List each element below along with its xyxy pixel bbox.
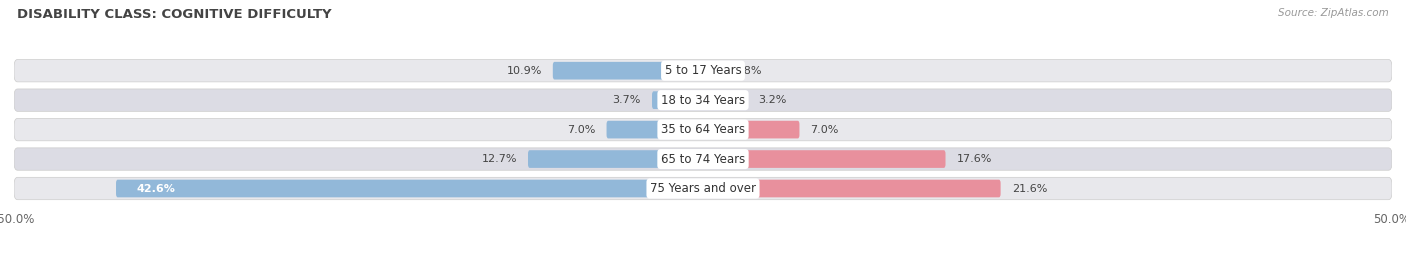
FancyBboxPatch shape — [14, 148, 1392, 170]
FancyBboxPatch shape — [703, 62, 716, 80]
Text: 12.7%: 12.7% — [481, 154, 517, 164]
Text: 18 to 34 Years: 18 to 34 Years — [661, 94, 745, 107]
FancyBboxPatch shape — [529, 150, 703, 168]
Text: 42.6%: 42.6% — [136, 184, 176, 194]
FancyBboxPatch shape — [703, 180, 1001, 197]
FancyBboxPatch shape — [14, 89, 1392, 111]
Text: 0.88%: 0.88% — [725, 66, 762, 76]
Text: 21.6%: 21.6% — [1012, 184, 1047, 194]
FancyBboxPatch shape — [117, 180, 703, 197]
FancyBboxPatch shape — [14, 119, 1392, 141]
Text: 7.0%: 7.0% — [810, 124, 839, 135]
FancyBboxPatch shape — [14, 177, 1392, 200]
FancyBboxPatch shape — [703, 150, 945, 168]
Text: 35 to 64 Years: 35 to 64 Years — [661, 123, 745, 136]
Text: 3.7%: 3.7% — [613, 95, 641, 105]
FancyBboxPatch shape — [14, 59, 1392, 82]
Text: 5 to 17 Years: 5 to 17 Years — [665, 64, 741, 77]
Text: 65 to 74 Years: 65 to 74 Years — [661, 153, 745, 166]
FancyBboxPatch shape — [703, 121, 800, 139]
Text: DISABILITY CLASS: COGNITIVE DIFFICULTY: DISABILITY CLASS: COGNITIVE DIFFICULTY — [17, 8, 332, 21]
Text: Source: ZipAtlas.com: Source: ZipAtlas.com — [1278, 8, 1389, 18]
FancyBboxPatch shape — [606, 121, 703, 139]
Text: 3.2%: 3.2% — [758, 95, 786, 105]
FancyBboxPatch shape — [652, 91, 703, 109]
Text: 17.6%: 17.6% — [956, 154, 991, 164]
FancyBboxPatch shape — [703, 91, 747, 109]
Text: 75 Years and over: 75 Years and over — [650, 182, 756, 195]
Text: 7.0%: 7.0% — [567, 124, 596, 135]
Text: 10.9%: 10.9% — [506, 66, 541, 76]
FancyBboxPatch shape — [553, 62, 703, 80]
